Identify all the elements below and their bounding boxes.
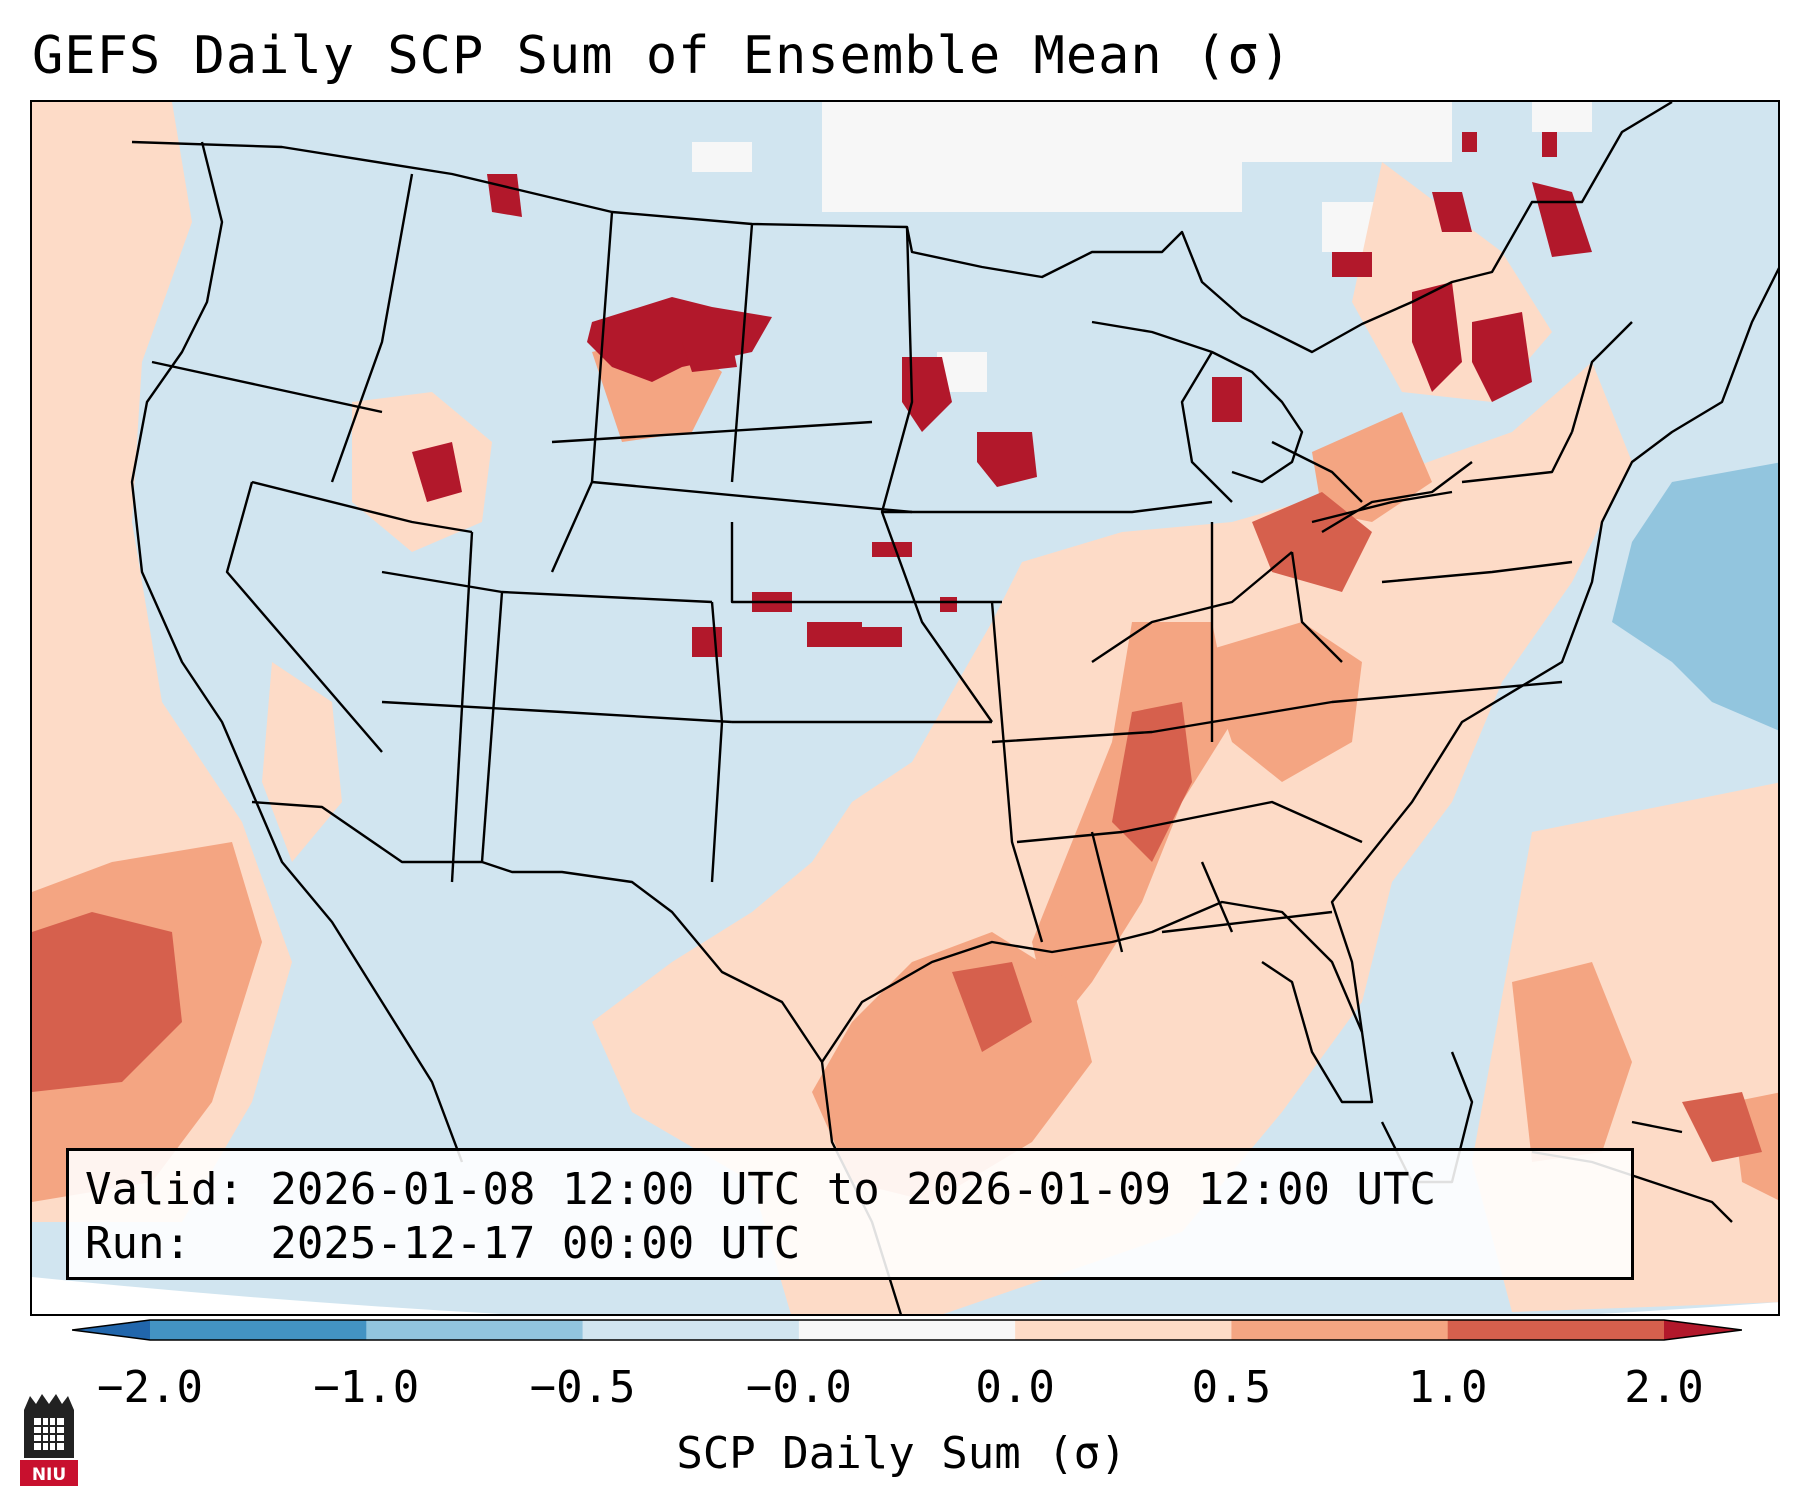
colorbar-cells — [72, 1320, 1742, 1340]
map-canvas — [32, 102, 1778, 1314]
colorbar-tick-label: 1.0 — [1407, 1362, 1488, 1413]
run-time-line: Run: 2025-12-17 00:00 UTC — [85, 1218, 801, 1269]
colorbar-cell — [72, 1320, 150, 1340]
map-title: GEFS Daily SCP Sum of Ensemble Mean (σ) — [32, 26, 1292, 86]
colorbar-cell — [1231, 1320, 1449, 1340]
colorbar-cell — [1015, 1320, 1232, 1340]
colorbar-tick-label: 0.5 — [1191, 1362, 1272, 1413]
colorbar-tick-label: 0.0 — [975, 1362, 1055, 1413]
valid-time-info-box: Valid: 2026-01-08 12:00 UTC to 2026-01-0… — [66, 1148, 1634, 1280]
colorbar-cell — [1664, 1320, 1742, 1340]
colorbar-cell — [150, 1320, 367, 1340]
colorbar-tick-label: −2.0 — [97, 1362, 203, 1413]
colorbar-cell — [1447, 1320, 1665, 1340]
niu-logo-text: NIU — [32, 1465, 66, 1485]
political-boundaries — [130, 102, 1778, 1314]
colorbar-cell — [582, 1320, 800, 1340]
colorbar-tick-label: 2.0 — [1624, 1362, 1704, 1413]
colorbar-label: SCP Daily Sum (σ) — [676, 1428, 1127, 1479]
colorbar-tick-label: −1.0 — [313, 1362, 420, 1413]
valid-time-line: Valid: 2026-01-08 12:00 UTC to 2026-01-0… — [85, 1164, 1437, 1215]
near-zero-region — [692, 102, 1592, 392]
colorbar-cell — [798, 1320, 1016, 1340]
niu-logo-icon: NIU — [20, 1394, 78, 1486]
anomaly-above-2.0 — [412, 132, 1592, 657]
anomaly-minus-1.0-to-minus-0.5 — [1612, 462, 1778, 731]
map-frame — [30, 100, 1780, 1316]
colorbar — [72, 1319, 1742, 1341]
colorbar-cell — [366, 1320, 584, 1340]
colorbar-tick-label: −0.5 — [529, 1362, 636, 1413]
colorbar-tick-label: −0.0 — [745, 1362, 852, 1413]
